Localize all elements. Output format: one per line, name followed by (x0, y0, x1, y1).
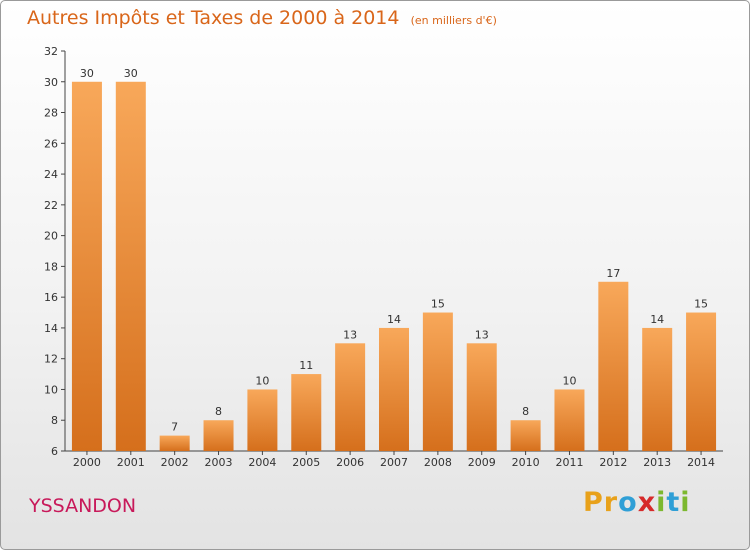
data-label: 11 (299, 359, 313, 372)
x-tick-label: 2007 (380, 456, 408, 469)
data-label: 13 (475, 328, 489, 341)
y-tick-label: 18 (44, 260, 58, 273)
y-tick-label: 24 (44, 168, 58, 181)
data-label: 10 (255, 374, 269, 387)
chart-subtitle: (en milliers d'€) (410, 14, 497, 27)
bar (335, 343, 366, 451)
x-tick-label: 2003 (205, 456, 233, 469)
bar (291, 374, 322, 451)
y-tick-label: 20 (44, 230, 58, 243)
place-name: YSSANDON (29, 495, 137, 517)
bar (686, 312, 717, 451)
proxiti-logo: Proxiti (583, 487, 691, 518)
x-tick-label: 2008 (424, 456, 452, 469)
y-tick-label: 28 (44, 107, 58, 120)
y-tick-label: 26 (44, 137, 58, 150)
bar (71, 81, 102, 452)
data-label: 14 (650, 313, 664, 326)
bar (466, 343, 497, 451)
y-tick-label: 12 (44, 353, 58, 366)
data-label: 8 (215, 405, 222, 418)
data-label: 10 (562, 374, 576, 387)
logo-letter: i (680, 487, 691, 518)
chart-data-labels: 30 30 7 8 10 11 13 14 15 13 8 10 17 14 15 (80, 67, 708, 434)
x-tick-label: 2002 (161, 456, 189, 469)
bar (247, 389, 278, 451)
chart-title: Autres Impôts et Taxes de 2000 à 2014 (e… (27, 7, 497, 29)
x-tick-label: 2010 (512, 456, 540, 469)
logo-letter: i (656, 487, 667, 518)
bar (510, 420, 541, 451)
chart-title-main: Autres Impôts et Taxes de 2000 à 2014 (27, 7, 400, 29)
logo-letter: P (583, 487, 604, 518)
y-tick-label: 14 (44, 322, 58, 335)
y-tick-label: 22 (44, 199, 58, 212)
bar (203, 420, 234, 451)
data-label: 7 (171, 421, 178, 434)
data-label: 13 (343, 328, 357, 341)
y-tick-label: 10 (44, 383, 58, 396)
bar (598, 281, 629, 451)
x-tick-label: 2006 (336, 456, 364, 469)
logo-letter: o (618, 487, 638, 518)
data-label: 15 (694, 298, 708, 311)
bar (159, 435, 190, 451)
data-label: 30 (124, 67, 138, 80)
y-tick-label: 32 (44, 45, 58, 58)
chart-bars (71, 81, 717, 452)
x-tick-label: 2014 (687, 456, 715, 469)
x-tick-label: 2012 (599, 456, 627, 469)
logo-letter: r (603, 487, 619, 518)
x-tick-label: 2004 (248, 456, 276, 469)
bar (115, 81, 146, 452)
x-tick-label: 2011 (555, 456, 583, 469)
data-label: 8 (522, 405, 529, 418)
data-label: 14 (387, 313, 401, 326)
data-label: 30 (80, 67, 94, 80)
y-tick-label: 16 (44, 291, 58, 304)
data-label: 17 (606, 267, 620, 280)
y-tick-label: 8 (51, 414, 58, 427)
x-tick-label: 2001 (117, 456, 145, 469)
x-tick-label: 2000 (73, 456, 101, 469)
x-tick-label: 2005 (292, 456, 320, 469)
data-label: 15 (431, 298, 445, 311)
bar (422, 312, 453, 451)
x-tick-label: 2013 (643, 456, 671, 469)
y-tick-label: 30 (44, 76, 58, 89)
bar (554, 389, 585, 451)
logo-letter: t (666, 487, 681, 518)
bar (642, 327, 673, 451)
logo-letter: x (637, 487, 657, 518)
x-tick-label: 2009 (468, 456, 496, 469)
bar (379, 327, 409, 451)
y-tick-label: 6 (51, 445, 58, 458)
